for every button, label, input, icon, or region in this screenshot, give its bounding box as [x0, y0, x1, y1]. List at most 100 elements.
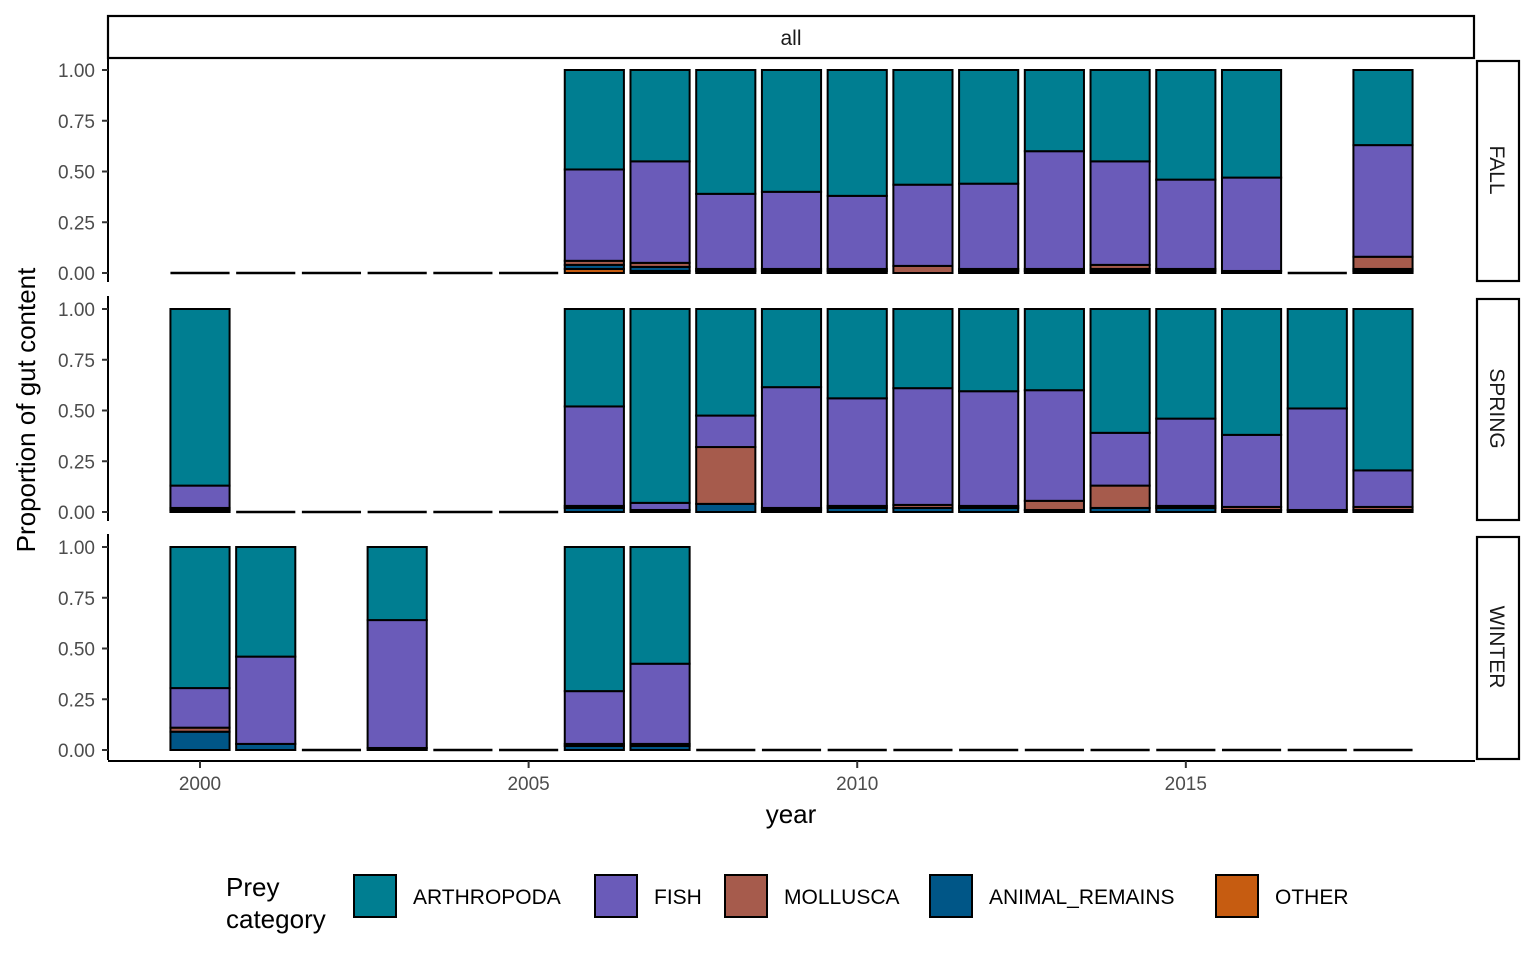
legend-label: ARTHROPODA [413, 886, 561, 909]
bar-segment-animal_remains [695, 502, 757, 514]
bar-segment-fish [1220, 176, 1283, 272]
y-tick-label: 1.00 [58, 538, 95, 559]
bar-spring-2006 [563, 308, 625, 514]
bar-segment-arthropoda [1089, 69, 1151, 163]
y-tick-label: 0.50 [58, 402, 95, 423]
y-tick-label: 0.00 [58, 264, 95, 285]
bar-segment-arthropoda [1155, 69, 1217, 181]
bar-segment-fish [1352, 144, 1414, 258]
facet-strip-label: SPRING [1485, 368, 1508, 449]
y-tick-label: 0.25 [58, 452, 95, 473]
bar-segment-arthropoda [826, 308, 888, 400]
bar-segment-mollusca [892, 264, 954, 274]
bar-segment-fish [826, 194, 888, 270]
bar-segment-fish [563, 168, 625, 262]
bar-winter-2001 [235, 546, 297, 751]
bar-segment-fish [1089, 160, 1151, 266]
bar-segment-fish [629, 662, 691, 745]
facet-strip-label: FALL [1485, 145, 1508, 194]
bar-spring-2018 [1352, 308, 1414, 514]
legend-key-other [1215, 874, 1259, 918]
bar-segment-arthropoda [629, 546, 691, 665]
bar-segment-animal_remains [169, 730, 231, 751]
bar-segment-arthropoda [892, 69, 954, 186]
bar-segment-fish [563, 690, 625, 745]
bar-segment-arthropoda [366, 546, 428, 622]
bar-segment-arthropoda [563, 308, 625, 408]
bar-fall-2006 [563, 69, 625, 275]
bar-spring-2014 [1089, 308, 1151, 514]
bar-spring-2013 [1023, 308, 1085, 514]
bar-spring-2016 [1220, 308, 1283, 514]
facet-strip-winter: WINTER [1475, 535, 1521, 761]
bar-fall-2012 [958, 69, 1020, 275]
y-tick-label: 0.75 [58, 589, 95, 610]
facet-panels: 0.00 0.25 0.50 0.75 1.00 FALL 0.00 0.25 0.50 0.75… [58, 58, 1521, 762]
bar-segment-arthropoda [695, 308, 757, 417]
bar-segment-arthropoda [235, 546, 297, 658]
bar-segment-arthropoda [629, 308, 691, 504]
bar-fall-2007 [629, 69, 691, 275]
bar-spring-2012 [958, 308, 1020, 514]
bar-segment-arthropoda [563, 69, 625, 171]
facet-strip-spring: SPRING [1475, 297, 1521, 522]
legend-key-animal_remains [929, 874, 973, 918]
bar-fall-2013 [1023, 69, 1085, 275]
panel-winter: 0.00 0.25 0.50 0.75 1.00 WINTER [58, 534, 1521, 762]
panel-spring: 0.00 0.25 0.50 0.75 1.00 SPRING [58, 296, 1521, 524]
bar-segment-fish [826, 397, 888, 507]
bar-winter-2007 [629, 546, 691, 752]
bar-segment-arthropoda [760, 308, 823, 389]
bar-fall-2009 [760, 69, 823, 275]
bar-segment-fish [629, 501, 691, 511]
bar-segment-arthropoda [760, 69, 823, 193]
bar-segment-arthropoda [629, 69, 691, 163]
bar-segment-arthropoda [1023, 69, 1085, 153]
legend-label: MOLLUSCA [784, 886, 900, 909]
bar-segment-arthropoda [1023, 308, 1085, 392]
bar-winter-2000 [169, 546, 231, 751]
bar-segment-fish [169, 484, 231, 509]
bar-spring-2015 [1155, 308, 1217, 514]
bar-segment-fish [1155, 178, 1217, 270]
legend-key-mollusca [724, 874, 768, 918]
bar-segment-fish [1023, 389, 1085, 502]
bar-segment-arthropoda [1352, 308, 1414, 472]
y-tick-label: 0.25 [58, 213, 95, 234]
bar-segment-fish [1220, 433, 1283, 508]
legend-title-line2: category [226, 904, 326, 934]
bar-segment-arthropoda [695, 69, 757, 195]
bar-spring-2017 [1286, 308, 1348, 514]
facet-strip-box [1475, 59, 1521, 283]
y-tick-label: 0.75 [58, 112, 95, 133]
panel-fall: 0.00 0.25 0.50 0.75 1.00 FALL [58, 58, 1521, 285]
y-tick-label: 0.00 [58, 741, 95, 762]
bar-segment-fish [1286, 407, 1348, 511]
bar-segment-arthropoda [563, 546, 625, 693]
legend: Prey category ARTHROPODA FISH MOLLUSCA ANIM… [226, 872, 1349, 934]
x-axis: 2000 2005 2010 2015 [108, 760, 1475, 795]
bar-spring-2008 [695, 308, 757, 514]
bar-segment-mollusca [1023, 499, 1085, 511]
y-tick-label: 1.00 [58, 300, 95, 321]
x-tick-label: 2010 [836, 774, 878, 795]
bar-segment-arthropoda [958, 308, 1020, 393]
bar-segment-arthropoda [169, 546, 231, 690]
bar-segment-fish [1155, 417, 1217, 507]
facet-strip-top-box [106, 14, 1476, 60]
legend-key-arthropoda [353, 874, 397, 918]
bar-segment-fish [1352, 469, 1414, 508]
bar-segment-fish [958, 182, 1020, 270]
facet-strip-fall: FALL [1475, 59, 1521, 283]
bar-segment-arthropoda [1220, 69, 1283, 179]
facet-strip-box [1475, 535, 1521, 761]
y-axis-title: Proportion of gut content [11, 267, 41, 553]
facet-strip-top: all [106, 14, 1476, 60]
bar-segment-arthropoda [1155, 308, 1217, 420]
bar-segment-fish [1023, 150, 1085, 270]
bar-spring-2009 [760, 308, 823, 514]
bar-fall-2014 [1089, 69, 1151, 275]
bar-segment-fish [169, 687, 231, 729]
bar-segment-fish [366, 619, 428, 749]
bar-fall-2015 [1155, 69, 1217, 275]
